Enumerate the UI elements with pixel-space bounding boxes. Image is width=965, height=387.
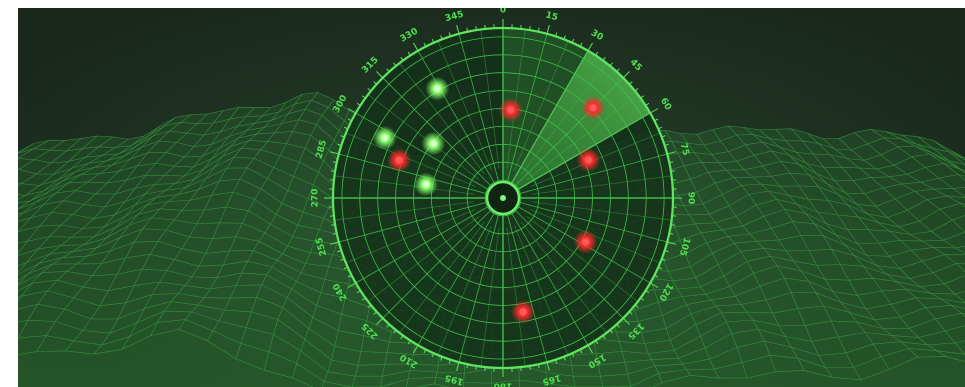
friendly-contact-blip xyxy=(372,125,397,150)
hostile-contact-blip xyxy=(511,299,536,324)
bearing-label: 165 xyxy=(541,372,562,387)
hostile-contact-blip xyxy=(498,97,523,122)
bearing-label: 0 xyxy=(500,8,506,16)
hostile-contact-blip xyxy=(573,229,598,254)
hostile-contact-blip xyxy=(576,147,601,172)
bearing-ticks xyxy=(324,19,682,377)
radar-contacts xyxy=(372,76,606,324)
radar-artwork: 0 153045607590105120135150165180195210225… xyxy=(18,8,965,387)
bearing-label: 195 xyxy=(444,372,465,387)
radar-scope: 0 153045607590105120135150165180195210225… xyxy=(311,8,696,387)
bearing-label: 180 xyxy=(494,381,513,387)
bearing-label: 285 xyxy=(315,139,330,160)
radar-center-dot xyxy=(500,195,506,201)
bearing-label: 270 xyxy=(311,189,321,208)
friendly-contact-blip xyxy=(413,172,438,197)
bearing-label: 75 xyxy=(678,142,691,157)
friendly-contact-blip xyxy=(421,131,446,156)
radar-outer-ring xyxy=(331,26,675,370)
hostile-contact-blip xyxy=(387,148,412,173)
bearing-label: 15 xyxy=(544,10,559,23)
friendly-contact-blip xyxy=(425,76,450,101)
bearing-label: 105 xyxy=(677,236,692,257)
bearing-label: 255 xyxy=(315,236,330,257)
hostile-contact-blip xyxy=(581,95,606,120)
bearing-label: 90 xyxy=(686,192,696,205)
radar-illustration: 0 15 30 45 60 75 90 105 120 135 150 165 180 195 210 225… xyxy=(18,8,965,387)
bearing-label: 345 xyxy=(444,10,465,25)
